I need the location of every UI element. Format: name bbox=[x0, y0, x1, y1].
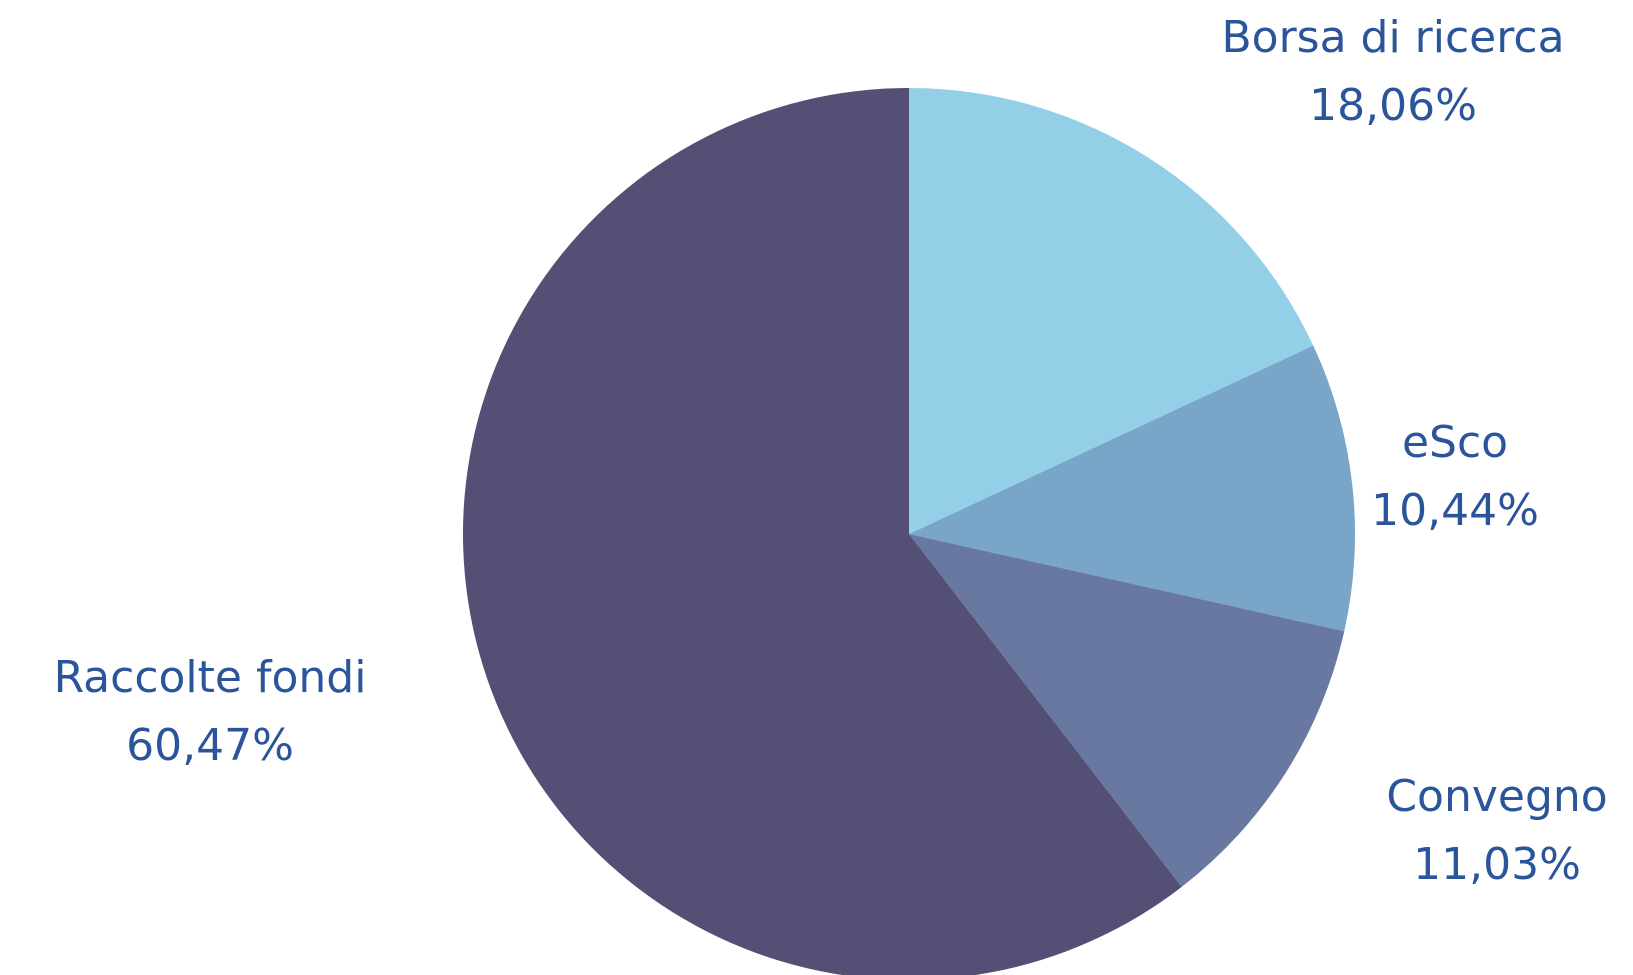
slice-label: Convegno bbox=[1386, 771, 1607, 822]
slice-value-label: 11,03% bbox=[1413, 839, 1581, 890]
slice-value-label: 10,44% bbox=[1371, 485, 1539, 536]
slice-value-label: 18,06% bbox=[1309, 80, 1477, 131]
slice-label: Raccolte fondi bbox=[54, 652, 367, 703]
slice-label: eSco bbox=[1402, 417, 1508, 468]
pie-slice bbox=[909, 534, 1345, 887]
pie-slice bbox=[909, 345, 1355, 632]
pie-slice bbox=[909, 88, 1314, 534]
slice-value-label: 60,47% bbox=[126, 720, 294, 771]
slice-label: Borsa di ricerca bbox=[1221, 12, 1564, 63]
pie-slice bbox=[463, 88, 1182, 975]
